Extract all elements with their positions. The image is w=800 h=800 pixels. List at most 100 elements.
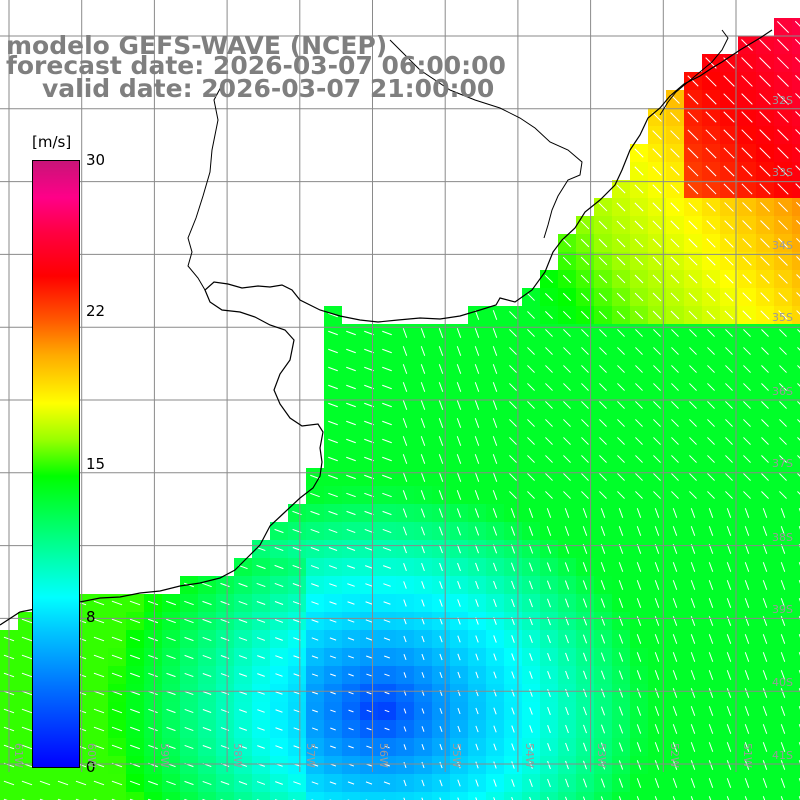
wind-arrow	[687, 129, 699, 141]
wind-arrow	[328, 528, 338, 534]
wind-arrow	[582, 634, 588, 644]
lagoon-outline	[659, 29, 729, 116]
wind-arrow	[330, 709, 336, 713]
wind-arrow	[742, 256, 752, 266]
wind-arrow	[546, 562, 552, 572]
wind-arrow	[690, 562, 696, 572]
wind-arrow	[492, 490, 498, 500]
wind-arrow	[616, 256, 626, 266]
wind-arrow	[780, 598, 786, 608]
wind-speed-cell	[72, 792, 90, 800]
wind-arrow	[761, 329, 769, 337]
wind-arrow	[493, 743, 497, 751]
wind-arrow	[652, 130, 662, 140]
wind-arrow	[670, 130, 680, 140]
lon-label: 57W	[304, 743, 317, 768]
wind-arrow	[509, 329, 517, 337]
wind-arrow	[111, 690, 123, 696]
wind-arrow	[346, 528, 356, 534]
wind-arrow	[202, 780, 212, 786]
wind-arrow	[688, 220, 698, 230]
wind-arrow	[509, 347, 517, 355]
wind-arrow	[687, 75, 699, 87]
wind-arrow	[778, 202, 788, 212]
wind-arrow	[293, 727, 301, 731]
wind-arrow	[310, 510, 320, 516]
wind-speed-cell	[792, 738, 800, 756]
lat-label: 38S	[772, 531, 793, 544]
wind-arrow	[475, 779, 479, 787]
wind-arrow	[366, 745, 372, 749]
wind-arrow	[382, 366, 392, 372]
wind-arrow	[725, 329, 733, 337]
wind-arrow	[547, 689, 551, 697]
wind-arrow	[220, 655, 230, 659]
wind-arrow	[346, 565, 356, 569]
wind-arrow	[795, 129, 800, 135]
wind-speed-cell	[792, 234, 800, 252]
wind-arrow	[759, 57, 771, 69]
wind-arrow	[364, 547, 374, 551]
wind-arrow	[634, 274, 644, 284]
wind-arrow	[780, 616, 786, 626]
wind-arrow	[634, 238, 644, 248]
wind-arrow	[456, 400, 462, 410]
wind-arrow	[583, 652, 587, 662]
wind-arrow	[311, 691, 319, 695]
wind-arrow	[403, 672, 407, 678]
wind-arrow	[741, 129, 753, 141]
wind-arrow	[346, 474, 356, 480]
wind-speed-cell	[792, 522, 800, 540]
wind-arrow	[402, 436, 408, 446]
wind-arrow	[708, 526, 714, 536]
wind-speed-cell	[234, 792, 252, 800]
wind-arrow	[527, 491, 535, 499]
wind-arrow	[708, 724, 714, 734]
wind-arrow	[420, 454, 426, 464]
wind-arrow	[672, 580, 678, 590]
wind-speed-cell	[792, 594, 800, 612]
wind-arrow	[743, 329, 751, 337]
wind-arrow	[707, 455, 715, 463]
wind-arrow	[382, 330, 392, 336]
wind-arrow	[147, 618, 159, 624]
wind-arrow	[366, 709, 372, 713]
wind-arrow	[599, 401, 607, 409]
wind-arrow	[420, 346, 426, 356]
wind-arrow	[743, 419, 751, 427]
wind-arrow	[492, 454, 498, 464]
wind-arrow	[652, 202, 662, 212]
wind-speed-cell	[558, 792, 576, 800]
wind-arrow	[439, 653, 443, 661]
wind-arrow	[57, 780, 69, 786]
wind-arrow	[654, 706, 660, 716]
wind-arrow	[220, 691, 230, 695]
wind-arrow	[599, 383, 607, 391]
wind-arrow	[726, 706, 732, 716]
wind-arrow	[582, 526, 588, 536]
wind-arrow	[403, 726, 407, 732]
wind-arrow	[672, 526, 678, 536]
wind-arrow	[457, 743, 461, 751]
wind-arrow	[563, 419, 571, 427]
wind-arrow	[726, 688, 732, 698]
wind-arrow	[600, 508, 606, 518]
wind-speed-cell	[792, 486, 800, 504]
wind-speed-cell	[648, 792, 666, 800]
wind-arrow	[511, 743, 515, 751]
wind-arrow	[384, 745, 390, 749]
wind-arrow	[600, 562, 606, 572]
wind-arrow	[421, 581, 425, 589]
wind-speed-cell	[360, 792, 378, 800]
lat-label: 39S	[772, 603, 793, 616]
wind-arrow	[456, 418, 462, 428]
wind-arrow	[618, 688, 624, 698]
wind-arrow	[797, 491, 800, 495]
wind-arrow	[438, 382, 444, 392]
wind-arrow	[725, 491, 733, 499]
wind-arrow	[274, 564, 284, 570]
wind-speed-cell	[792, 612, 800, 630]
wind-arrow	[690, 760, 696, 770]
wind-arrow	[474, 382, 480, 392]
wind-arrow	[779, 419, 787, 427]
